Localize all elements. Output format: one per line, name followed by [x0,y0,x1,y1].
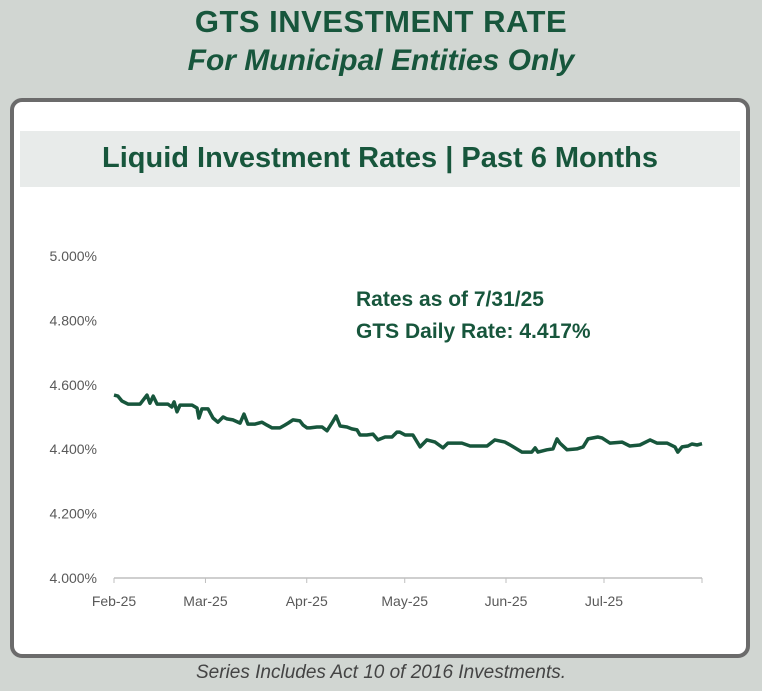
x-tick-label: Apr-25 [286,593,328,609]
x-tick-label: Mar-25 [183,593,228,609]
annotation-daily-rate: GTS Daily Rate: 4.417% [356,320,591,343]
page-title: GTS INVESTMENT RATE [194,4,568,39]
x-tick-label: May-25 [381,593,428,609]
page-subtitle: For Municipal Entities Only [187,44,575,77]
annotation-as-of-date: Rates as of 7/31/25 [356,288,544,311]
x-tick-label: Feb-25 [92,593,137,609]
y-tick-label: 4.800% [50,312,97,328]
chart-panel [10,98,750,658]
x-tick-label: Jul-25 [585,593,623,609]
y-tick-label: 4.600% [50,377,97,393]
y-tick-label: 4.200% [50,506,97,522]
y-tick-label: 4.000% [50,570,97,586]
series-line-gts-daily-rate [113,393,703,454]
chart-title: Liquid Investment Rates | Past 6 Months [102,142,658,174]
y-tick-label: 4.400% [50,441,97,457]
footer-note: Series Includes Act 10 of 2016 Investmen… [196,662,566,683]
chart-title-band [20,131,740,187]
x-tick-label: Jun-25 [485,593,528,609]
y-tick-label: 5.000% [50,248,97,264]
